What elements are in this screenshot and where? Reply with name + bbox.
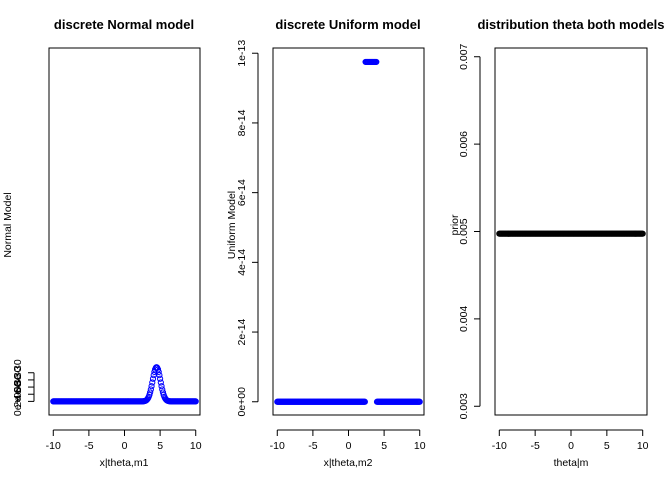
y-tick-label: 0.003 <box>458 393 470 419</box>
y-tick-label: 0.006 <box>458 131 470 157</box>
data-point <box>154 366 162 373</box>
panel-title: discrete Uniform model <box>275 17 420 32</box>
y-tick-label: 2e-30 <box>12 381 24 408</box>
y-axis-label: Normal Model <box>2 192 14 257</box>
x-tick-label: -10 <box>46 440 61 452</box>
x-tick-label: -5 <box>308 440 317 452</box>
y-tick-label: 0e+00 <box>236 387 248 417</box>
y-tick-label: 6e-14 <box>236 179 248 206</box>
data-point <box>155 368 162 376</box>
y-tick-label: 8e-30 <box>12 359 24 386</box>
y-tick-label: 4e-14 <box>236 249 248 276</box>
x-tick-label: 10 <box>637 440 649 452</box>
x-tick-label: -5 <box>84 440 93 452</box>
plot-frame <box>48 47 201 416</box>
data-point <box>148 383 155 390</box>
x-tick-label: 5 <box>157 440 163 452</box>
x-tick-label: -10 <box>492 440 507 452</box>
x-axis-label: x|theta,m1 <box>100 457 149 469</box>
x-axis-label: theta|m <box>554 457 589 469</box>
y-tick-label: 0e+00 <box>12 386 24 416</box>
y-axis-label: Uniform Model <box>226 191 238 259</box>
y-tick-label: 8e-14 <box>236 109 248 136</box>
data-point <box>157 379 164 386</box>
x-tick-label: 0 <box>122 440 128 452</box>
x-tick-label: 0 <box>568 440 574 452</box>
data-points <box>274 58 423 405</box>
x-tick-label: 10 <box>190 440 202 452</box>
y-tick-label: 2e-14 <box>236 318 248 345</box>
panel-title: discrete Normal model <box>54 17 194 32</box>
data-points <box>496 230 646 237</box>
y-tick-label: 0.005 <box>458 218 470 244</box>
data-point <box>361 398 368 405</box>
x-tick-label: 0 <box>346 440 352 452</box>
data-point <box>147 386 154 393</box>
data-point <box>192 398 199 405</box>
data-point <box>149 375 157 382</box>
panel-uniform-model: discrete Uniform model x|theta,m2 Unifor… <box>226 17 426 469</box>
panel-normal-model: discrete Normal model x|theta,m1 Normal … <box>2 17 202 469</box>
x-axis-label: x|theta,m2 <box>324 457 373 469</box>
data-points <box>50 364 199 405</box>
data-point <box>158 383 165 390</box>
data-point <box>156 372 163 379</box>
data-point <box>150 372 157 379</box>
data-point <box>416 398 423 405</box>
x-tick-label: -5 <box>530 440 539 452</box>
data-point <box>147 389 154 396</box>
data-point <box>639 230 646 237</box>
data-point <box>149 379 156 386</box>
y-tick-label: 0.004 <box>458 306 470 332</box>
y-tick-label: 4e-30 <box>12 373 24 400</box>
y-tick-label: 6e-30 <box>12 366 24 393</box>
x-tick-label: 5 <box>381 440 387 452</box>
plot-frame <box>272 47 425 416</box>
y-axis-label: prior <box>449 214 461 236</box>
data-point <box>157 375 164 382</box>
panel-prior-theta: distribution theta both models theta|m p… <box>449 17 665 469</box>
data-point <box>373 58 380 66</box>
x-tick-label: -10 <box>270 440 285 452</box>
y-tick-label: 1e-13 <box>236 40 248 67</box>
x-tick-label: 5 <box>604 440 610 452</box>
x-tick-label: 10 <box>414 440 426 452</box>
plot-frame <box>494 47 648 416</box>
y-tick-label: 0.007 <box>458 43 470 69</box>
panel-title: distribution theta both models <box>477 17 664 32</box>
